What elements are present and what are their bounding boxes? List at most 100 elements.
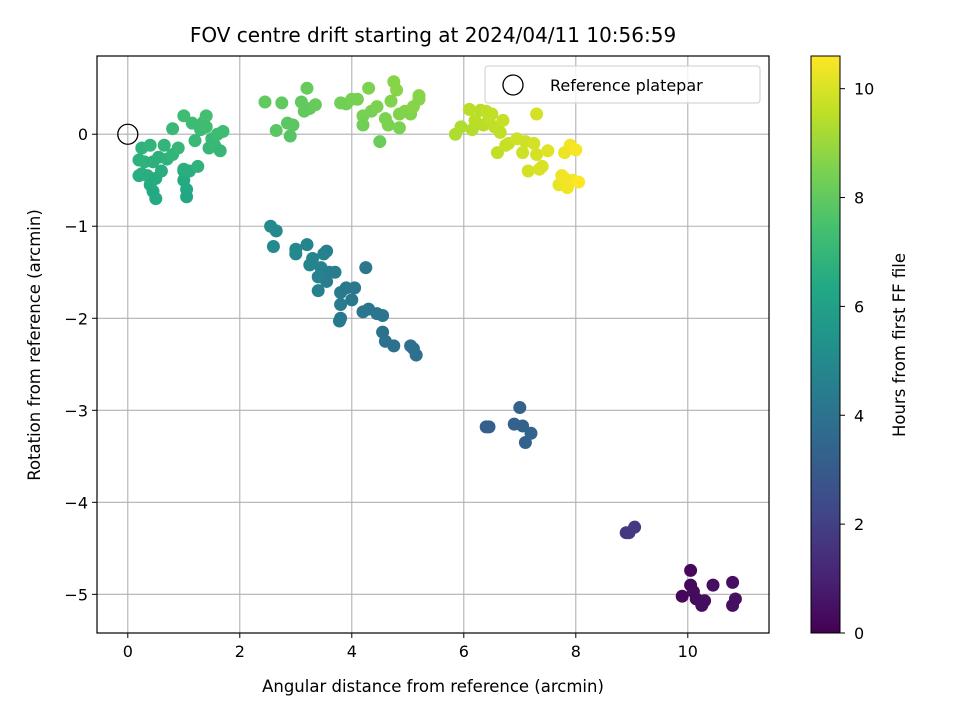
data-point <box>157 138 171 152</box>
y-tick-label: −1 <box>64 217 88 236</box>
y-axis-ticks: 0 −1 −2 −3 −4 −5 <box>64 125 97 604</box>
data-point <box>381 118 395 132</box>
data-point <box>289 242 303 256</box>
data-point <box>726 598 740 612</box>
data-point <box>177 109 191 123</box>
colorbar-label: Hours from first FF file <box>890 253 909 437</box>
colorbar-tick-label: 4 <box>854 406 864 425</box>
legend-box <box>484 65 761 104</box>
data-point <box>376 309 390 323</box>
y-tick-label: −3 <box>64 401 88 420</box>
data-point <box>258 95 272 109</box>
data-point <box>390 83 404 97</box>
data-point <box>524 426 538 440</box>
data-point <box>490 146 504 160</box>
data-point <box>569 143 583 157</box>
data-point <box>530 147 544 161</box>
x-tick-label: 6 <box>459 642 469 661</box>
data-point <box>132 169 146 183</box>
colorbar-ticks: 0 2 4 6 8 10 <box>840 80 874 643</box>
data-point <box>320 274 334 288</box>
data-point <box>308 98 322 112</box>
data-point <box>516 419 530 433</box>
y-tick-label: −5 <box>64 585 88 604</box>
reference-marker-layer <box>117 123 139 145</box>
data-point <box>334 297 348 311</box>
data-point <box>143 138 157 152</box>
y-tick-label: 0 <box>78 125 88 144</box>
data-point <box>300 238 314 252</box>
data-point <box>454 120 468 134</box>
data-point <box>726 575 740 589</box>
data-point <box>171 141 185 155</box>
data-point <box>496 113 510 127</box>
data-point <box>303 258 317 272</box>
data-point <box>269 124 283 138</box>
data-points <box>132 75 742 612</box>
data-point <box>392 121 406 135</box>
data-point <box>320 244 334 258</box>
data-point <box>348 281 362 295</box>
data-point <box>373 135 387 149</box>
chart-title: FOV centre drift starting at 2024/04/11 … <box>190 23 676 47</box>
data-point <box>269 224 283 238</box>
data-point <box>166 122 180 136</box>
x-tick-label: 4 <box>347 642 357 661</box>
data-point <box>362 81 376 95</box>
data-point <box>216 124 230 138</box>
data-point <box>311 284 325 298</box>
data-point <box>370 100 384 114</box>
data-point <box>535 159 549 173</box>
colorbar-tick-label: 10 <box>854 80 874 99</box>
data-point <box>332 314 346 328</box>
legend-label-reference: Reference platepar <box>550 76 703 95</box>
data-point <box>675 589 689 603</box>
x-axis-ticks: 0 2 4 6 8 10 <box>123 633 698 661</box>
data-point <box>191 159 205 173</box>
data-point <box>199 120 213 134</box>
data-point <box>199 109 213 123</box>
data-point <box>628 520 642 534</box>
x-tick-label: 2 <box>235 642 245 661</box>
reference-platepar-marker <box>117 123 139 145</box>
x-axis-label: Angular distance from reference (arcmin) <box>262 677 604 696</box>
data-point <box>359 261 373 275</box>
data-point <box>275 96 289 110</box>
data-point <box>412 92 426 106</box>
data-point <box>698 594 712 608</box>
data-point <box>516 146 530 160</box>
y-tick-label: −4 <box>64 493 88 512</box>
data-point <box>684 563 698 577</box>
data-point <box>213 144 227 158</box>
data-point <box>300 81 314 95</box>
data-point <box>485 107 499 121</box>
x-tick-label: 10 <box>678 642 698 661</box>
x-tick-label: 0 <box>123 642 133 661</box>
data-point <box>706 578 720 592</box>
data-point <box>146 155 160 169</box>
data-point <box>283 129 297 143</box>
data-point <box>527 136 541 150</box>
y-tick-label: −2 <box>64 309 88 328</box>
data-point <box>558 171 572 185</box>
data-point <box>493 125 507 139</box>
data-point <box>266 239 280 253</box>
grid-lines <box>97 56 769 633</box>
data-point <box>180 190 194 204</box>
data-point <box>328 265 342 279</box>
data-point <box>188 134 202 148</box>
data-point <box>177 162 191 176</box>
data-point <box>154 164 168 178</box>
data-point <box>286 118 300 132</box>
data-point <box>149 192 163 206</box>
data-point <box>530 107 544 121</box>
colorbar <box>810 55 841 634</box>
data-point <box>409 348 423 362</box>
data-point <box>345 293 359 307</box>
legend-marker-reference <box>502 74 524 96</box>
colorbar-tick-label: 2 <box>854 515 864 534</box>
legend: Reference platepar <box>484 65 761 104</box>
x-tick-label: 8 <box>571 642 581 661</box>
colorbar-tick-label: 8 <box>854 189 864 208</box>
